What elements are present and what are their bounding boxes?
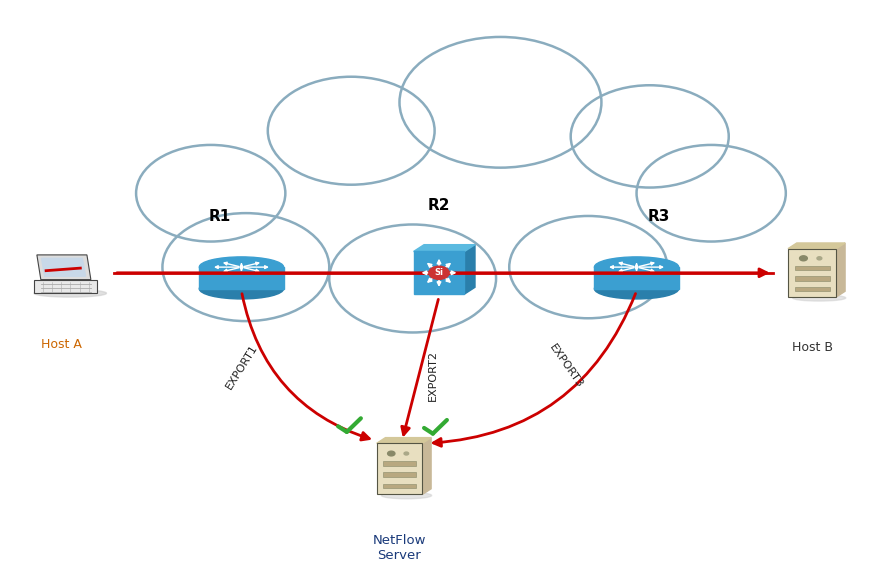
Ellipse shape (594, 257, 678, 278)
Circle shape (387, 451, 395, 456)
Text: NetFlow
Server: NetFlow Server (373, 534, 425, 562)
Bar (788, 249, 836, 297)
Text: Host A: Host A (41, 338, 82, 351)
Circle shape (428, 266, 449, 279)
Polygon shape (836, 243, 844, 297)
Bar (794, 266, 829, 270)
Bar (794, 276, 829, 280)
Text: EXPORT2: EXPORT2 (427, 349, 438, 401)
Ellipse shape (381, 492, 431, 499)
Text: EXPORT1: EXPORT1 (224, 343, 259, 391)
Text: Si: Si (434, 268, 443, 277)
Text: R1: R1 (208, 210, 231, 225)
Circle shape (329, 225, 496, 332)
Ellipse shape (594, 279, 678, 299)
Polygon shape (788, 243, 844, 249)
Polygon shape (376, 438, 431, 443)
Bar (376, 443, 422, 494)
Bar (772, 0, 877, 568)
Circle shape (136, 145, 285, 242)
FancyBboxPatch shape (167, 142, 719, 301)
Circle shape (570, 86, 728, 188)
Text: R2: R2 (427, 198, 450, 213)
Circle shape (636, 145, 785, 242)
Circle shape (816, 256, 821, 260)
Polygon shape (41, 258, 86, 276)
Circle shape (403, 452, 408, 455)
Bar (382, 484, 416, 488)
Text: R3: R3 (646, 210, 669, 225)
Ellipse shape (199, 279, 283, 299)
Circle shape (162, 213, 329, 321)
Ellipse shape (792, 295, 845, 301)
Polygon shape (34, 280, 97, 293)
Ellipse shape (34, 290, 106, 297)
Bar (0, 0, 105, 568)
Bar (132, 262, 754, 329)
Bar (382, 461, 416, 466)
Circle shape (799, 256, 807, 261)
Polygon shape (464, 245, 474, 294)
Polygon shape (422, 438, 431, 494)
Bar (413, 251, 464, 294)
Bar (199, 267, 283, 289)
Bar (594, 267, 678, 289)
Circle shape (267, 77, 434, 185)
Polygon shape (37, 255, 91, 280)
Text: Host B: Host B (791, 341, 831, 354)
Bar (794, 287, 829, 291)
Circle shape (399, 37, 601, 168)
Ellipse shape (199, 257, 283, 278)
Circle shape (509, 216, 667, 318)
Text: EXPORT3: EXPORT3 (547, 343, 584, 390)
Bar (382, 473, 416, 477)
Polygon shape (413, 245, 474, 251)
